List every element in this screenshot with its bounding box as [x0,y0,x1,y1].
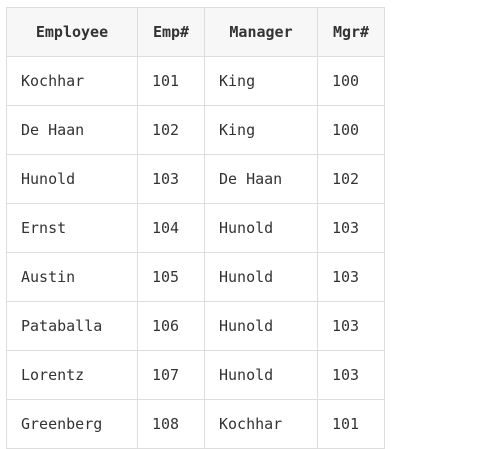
cell-mgr-number: 103 [318,253,385,302]
cell-mgr-number: 103 [318,204,385,253]
cell-mgr-number: 102 [318,155,385,204]
cell-emp-number: 103 [138,155,205,204]
cell-employee: Lorentz [7,351,138,400]
cell-employee: Austin [7,253,138,302]
table-header: Employee Emp# Manager Mgr# [7,8,385,57]
table-row: Austin 105 Hunold 103 [7,253,385,302]
cell-mgr-number: 100 [318,57,385,106]
cell-emp-number: 101 [138,57,205,106]
cell-manager: King [205,57,318,106]
cell-emp-number: 105 [138,253,205,302]
cell-manager: Kochhar [205,400,318,449]
header-emp-number: Emp# [138,8,205,57]
cell-manager: De Haan [205,155,318,204]
cell-manager: Hunold [205,253,318,302]
cell-emp-number: 106 [138,302,205,351]
cell-emp-number: 102 [138,106,205,155]
table-row: De Haan 102 King 100 [7,106,385,155]
cell-mgr-number: 103 [318,351,385,400]
cell-employee: Hunold [7,155,138,204]
cell-manager: Hunold [205,302,318,351]
cell-mgr-number: 100 [318,106,385,155]
header-row: Employee Emp# Manager Mgr# [7,8,385,57]
cell-manager: King [205,106,318,155]
cell-employee: Pataballa [7,302,138,351]
cell-manager: Hunold [205,351,318,400]
table-body: Kochhar 101 King 100 De Haan 102 King 10… [7,57,385,449]
cell-emp-number: 108 [138,400,205,449]
cell-mgr-number: 103 [318,302,385,351]
cell-emp-number: 104 [138,204,205,253]
table-row: Kochhar 101 King 100 [7,57,385,106]
cell-employee: De Haan [7,106,138,155]
cell-emp-number: 107 [138,351,205,400]
table-row: Hunold 103 De Haan 102 [7,155,385,204]
table-row: Pataballa 106 Hunold 103 [7,302,385,351]
cell-employee: Ernst [7,204,138,253]
table-row: Lorentz 107 Hunold 103 [7,351,385,400]
cell-manager: Hunold [205,204,318,253]
table-row: Ernst 104 Hunold 103 [7,204,385,253]
table-row: Greenberg 108 Kochhar 101 [7,400,385,449]
cell-mgr-number: 101 [318,400,385,449]
cell-employee: Greenberg [7,400,138,449]
cell-employee: Kochhar [7,57,138,106]
header-employee: Employee [7,8,138,57]
header-mgr-number: Mgr# [318,8,385,57]
header-manager: Manager [205,8,318,57]
employee-manager-table: Employee Emp# Manager Mgr# Kochhar 101 K… [6,7,385,449]
